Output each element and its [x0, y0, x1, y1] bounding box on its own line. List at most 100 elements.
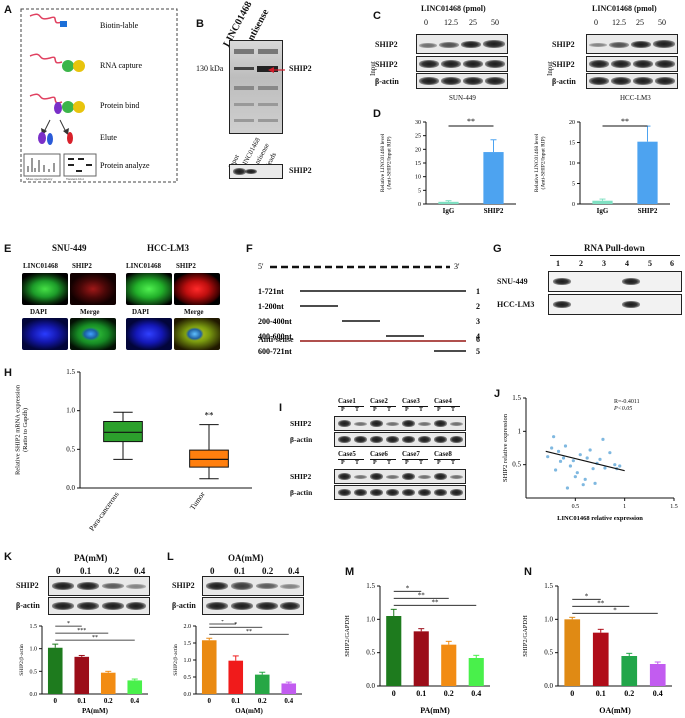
x-tick-label: 0.1 [416, 689, 426, 698]
data-point [581, 483, 585, 487]
i-lane-p: P [437, 460, 441, 466]
box-Tumor [189, 449, 229, 468]
x-axis-label: PA(mM) [82, 707, 109, 715]
e-ch-linc-right: LINC01468 [126, 262, 162, 270]
y-tick-label: 0.5 [66, 445, 75, 453]
f-label-2: 1-200nt [258, 302, 284, 311]
step-rna-capture: RNA capture [100, 61, 142, 70]
c-header-right: LINC01468 (pmol) [592, 4, 657, 13]
y-tick-label: 1.5 [30, 624, 38, 630]
c-row-ship2-left: SHIP2 [375, 40, 398, 49]
f-label-4: 400-600nt [258, 332, 292, 341]
i-lane-t: T [355, 407, 360, 413]
panel-h-label: H [4, 367, 12, 379]
l-row-ship2: SHIP2 [172, 581, 195, 590]
x-axis-label: OA(mM) [599, 706, 631, 715]
panel-j-label: J [494, 388, 501, 400]
data-point [573, 475, 577, 479]
x-tick-label: 0 [54, 697, 58, 705]
x-axis-label: LINC01468 relative expression [557, 515, 643, 522]
panel-a-label: A [4, 4, 12, 16]
h-boxplot: 0.0 0.5 1.0 1.5 Relative SHIP2 mRNA expressi… [14, 368, 252, 532]
c-input-label-left: Input [369, 61, 377, 76]
e-img-linc-left [22, 273, 68, 305]
regression-line [545, 450, 625, 472]
x-tick-label: 0.4 [130, 697, 139, 705]
y-tick-label: 10 [415, 175, 421, 181]
sig-marker: * [234, 622, 237, 628]
data-point [603, 466, 607, 470]
l-row-actin: β-actin [172, 601, 196, 610]
c-blot-actin-left [416, 73, 508, 89]
panel-c-label: C [373, 10, 381, 22]
k-bar-chart: 0.0 0.5 1.0 1.5 SHIP2/β-actin 0 0.1 0.2 0.4 PA(mM… [19, 621, 148, 715]
c-cellline-left: SUN-449 [449, 94, 476, 102]
e-img-merge-left [70, 318, 116, 350]
i-case-label: Case5 [338, 450, 356, 458]
y-tick-label: 25 [415, 134, 421, 140]
i-case-rule [370, 406, 396, 407]
y-tick-label: 30 [415, 120, 421, 126]
x-tick-label: 0 [392, 689, 396, 698]
x-tick-label: 0.1 [77, 697, 86, 705]
f-5prime: 5' [258, 262, 264, 271]
y-tick-label: 10 [569, 161, 575, 167]
bar-IgG [438, 201, 459, 204]
i-lane-p: P [405, 407, 409, 413]
step-protein-analyze: Protein analyze [100, 161, 150, 170]
y-axis-label: SHIP2/β-actin [19, 644, 25, 676]
x-tick-label: 1.5 [670, 504, 678, 510]
l-blot-ship2 [202, 576, 304, 596]
x-tick-label: 1 [623, 504, 626, 510]
c-row-ship2-right: SHIP2 [552, 40, 575, 49]
y-tick-label: 0 [418, 202, 421, 208]
y-tick-label: 1.5 [512, 394, 521, 402]
i-case-rule [434, 406, 460, 407]
y-tick-label: 1.5 [184, 641, 192, 647]
y-tick-label: 1 [518, 427, 522, 435]
b-lower-blot [229, 164, 283, 179]
c-blot-input-right [586, 56, 678, 72]
j-r-value: R=-0.4011 [614, 399, 640, 405]
y-tick-label: 1.0 [30, 647, 38, 653]
x-tick-label: 0.4 [653, 689, 663, 698]
i-lane-p: P [341, 460, 345, 466]
j-p-value: P<0.05 [614, 406, 633, 412]
c-input-label-right: Input [546, 61, 554, 76]
g-blot-snu449 [548, 271, 682, 292]
g-title: RNA Pull-down [584, 243, 645, 253]
y-tick-label: 2.0 [184, 624, 192, 630]
bar-0.2 [621, 656, 638, 686]
y-tick-label: 5 [572, 182, 575, 188]
y-tick-label: 1.5 [66, 368, 75, 376]
f-num-5: 5 [476, 347, 480, 356]
y-tick-label: 0.5 [544, 649, 553, 657]
data-point [608, 451, 612, 455]
panel-k-label: K [4, 551, 12, 563]
data-point [556, 449, 561, 453]
western-blot-label: Western blot [66, 177, 84, 181]
f-bar-6 [300, 340, 466, 342]
i-case-label: Case8 [434, 450, 452, 458]
x-tick-label: 0.2 [444, 689, 454, 698]
e-img-dapi-left [22, 318, 68, 350]
y-tick-label: 0.0 [184, 692, 192, 698]
c-row-input-ship2-right: SHIP2 [552, 60, 575, 69]
l-header: OA(mM) [228, 553, 264, 563]
f-num-3: 3 [476, 317, 480, 326]
y-tick-label: 1.5 [544, 582, 553, 590]
i-lane-t: T [451, 460, 456, 466]
i-lane-p: P [405, 460, 409, 466]
l-blot-actin [202, 597, 304, 615]
y-tick-label: 0.0 [66, 484, 75, 492]
bar-IgG [592, 200, 613, 204]
data-point [578, 453, 582, 457]
c-header-left: LINC01468 (pmol) [421, 4, 486, 13]
f-label-3: 200-400nt [258, 317, 292, 326]
i-row-actin: β-actin [290, 435, 313, 444]
y-tick-label: 5 [418, 188, 421, 194]
sig-marker: * [613, 606, 617, 614]
m-bar-chart: 0.0 0.5 1.0 1.5 SHIP2/GAPDH 0 0.1 0.2 0.4 PA(mM) *… [344, 582, 490, 715]
x-axis-label: PA(mM) [420, 706, 450, 715]
panel-l-label: L [167, 551, 174, 563]
